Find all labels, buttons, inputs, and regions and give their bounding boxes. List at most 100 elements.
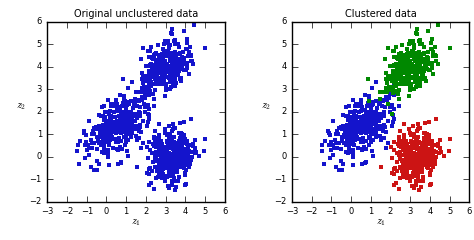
Point [411, 146, 419, 150]
Point [98, 114, 105, 118]
Point [411, 171, 419, 174]
Point [400, 67, 407, 71]
Point [359, 138, 367, 142]
Point [150, 55, 157, 59]
Point [414, 180, 422, 183]
Point [148, 169, 156, 173]
Point [395, 137, 402, 140]
Point [395, 53, 402, 57]
Point [429, 165, 437, 169]
Point [344, 123, 351, 127]
Point [184, 54, 192, 58]
Point [357, 131, 365, 135]
Point [401, 168, 409, 172]
Point [165, 144, 173, 148]
Point [164, 39, 172, 43]
Point [118, 118, 125, 122]
Point [168, 156, 176, 159]
Point [400, 158, 407, 162]
Point [93, 147, 100, 151]
Point [165, 43, 173, 47]
Point [400, 78, 408, 82]
Point [359, 126, 366, 129]
Point [393, 160, 401, 164]
Point [163, 63, 171, 67]
Point [410, 153, 418, 157]
Point [429, 153, 437, 157]
Point [146, 140, 153, 144]
Point [377, 127, 384, 131]
Point [386, 64, 394, 68]
Point [397, 51, 404, 55]
Point [157, 164, 165, 168]
Point [403, 144, 410, 148]
Point [427, 69, 434, 72]
Point [400, 68, 407, 72]
Point [420, 144, 428, 148]
Point [361, 120, 369, 123]
Point [367, 106, 375, 110]
Point [380, 136, 388, 139]
Point [352, 119, 359, 123]
Point [151, 136, 158, 139]
Point [145, 91, 153, 95]
Point [155, 158, 163, 162]
Point [121, 98, 128, 102]
Point [107, 133, 114, 137]
Point [170, 54, 178, 57]
Point [151, 88, 158, 92]
Point [103, 120, 111, 124]
Point [411, 166, 419, 170]
Point [156, 168, 164, 172]
Point [417, 147, 424, 150]
Point [327, 140, 334, 144]
Point [146, 81, 154, 85]
Point [109, 121, 117, 125]
Point [386, 77, 393, 81]
Point [105, 127, 113, 131]
Point [154, 143, 161, 147]
Point [165, 124, 173, 128]
Point [178, 145, 186, 149]
Point [397, 155, 404, 158]
Point [415, 69, 423, 72]
Point [362, 118, 370, 122]
Point [134, 124, 141, 127]
Point [135, 90, 143, 93]
Point [419, 175, 427, 179]
Point [180, 56, 187, 60]
Point [349, 98, 356, 102]
Point [365, 99, 373, 102]
Point [173, 160, 181, 164]
Point [173, 160, 180, 163]
Point [153, 67, 160, 71]
Point [435, 151, 443, 155]
Point [373, 115, 380, 119]
Point [412, 163, 420, 167]
Point [129, 114, 137, 118]
Point [155, 160, 162, 163]
Point [102, 139, 110, 143]
Point [392, 62, 400, 66]
Point [201, 46, 209, 50]
Point [371, 114, 379, 118]
Point [160, 75, 167, 79]
Point [370, 131, 378, 135]
Point [83, 148, 91, 152]
Point [356, 115, 364, 119]
Point [414, 148, 422, 151]
Point [392, 72, 400, 76]
Point [138, 86, 146, 90]
Point [395, 139, 403, 143]
Point [171, 56, 179, 60]
Point [181, 137, 189, 141]
Point [427, 182, 435, 186]
Point [402, 154, 410, 158]
Point [117, 120, 124, 123]
Point [140, 87, 147, 91]
Point [428, 147, 436, 151]
Point [384, 119, 392, 123]
Point [177, 134, 185, 138]
Point [123, 117, 131, 121]
Point [408, 75, 415, 78]
